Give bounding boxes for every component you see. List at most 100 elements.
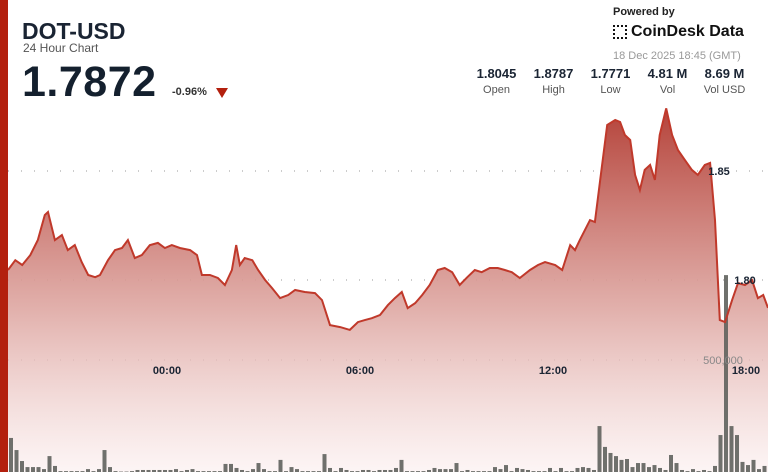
stat-low: 1.7771 Low (582, 66, 639, 96)
y-tick-label: 1.80 (734, 275, 755, 287)
volume-bar (388, 469, 393, 472)
stat-value: 1.7771 (590, 66, 631, 81)
brand-name: CoinDesk Data (631, 23, 744, 40)
volume-bar (658, 467, 662, 472)
volume-bar (328, 467, 332, 472)
volume-bar (432, 467, 437, 472)
volume-bar (20, 461, 24, 472)
volume-bar (663, 469, 668, 472)
volume-bar (740, 461, 745, 472)
coindesk-logo-icon (613, 25, 627, 39)
x-tick-label: 12:00 (539, 365, 567, 377)
volume-bar (9, 437, 13, 472)
stat-label: Vol USD (703, 84, 746, 96)
stat-value: 8.69 M (704, 66, 745, 81)
volume-bar (42, 469, 46, 472)
volume-bar (526, 469, 530, 472)
volume-bar (652, 465, 657, 472)
coindesk-data-logo: CoinDesk Data (613, 23, 744, 41)
volume-bar (25, 467, 30, 472)
volume-bar (586, 467, 591, 472)
volume-bar (614, 456, 618, 472)
volume-bar (163, 469, 167, 472)
volume-bar (493, 467, 497, 472)
volume-bar (724, 275, 728, 472)
volume-bar (185, 469, 189, 472)
volume-bar (669, 454, 673, 472)
stat-open: 1.8045 Open (468, 66, 525, 96)
volume-bar (520, 469, 525, 472)
volume-bar (630, 467, 635, 472)
volume-bar (548, 467, 552, 472)
stat-value: 1.8787 (533, 66, 574, 81)
volume-bar (713, 465, 717, 472)
x-tick-label: 18:00 (732, 365, 760, 377)
volume-bar (234, 467, 239, 472)
volume-bar (377, 469, 382, 472)
stat-label: Open (483, 84, 510, 96)
symbol-title: DOT-USD (22, 18, 126, 44)
volume-bar (108, 467, 112, 472)
volume-bar (229, 463, 233, 472)
volume-bar (438, 469, 442, 472)
volume-bar (157, 469, 162, 472)
volume-bar (636, 463, 640, 472)
volume-bar (97, 469, 101, 472)
volume-bar (278, 459, 283, 472)
volume-bar (322, 454, 327, 472)
volume-bar (344, 469, 349, 472)
volume-bar (729, 426, 734, 472)
volume-bar (603, 446, 607, 472)
volume-bar (86, 469, 90, 472)
volume-bar (146, 469, 151, 472)
stat-label: Vol (659, 84, 676, 96)
x-tick-label: 00:00 (153, 365, 181, 377)
volume-bar (647, 467, 651, 472)
volume-bar (575, 467, 580, 472)
volume-bar (339, 467, 343, 472)
volume-bar (47, 456, 52, 472)
volume-bar (498, 469, 503, 472)
volume-bar (718, 435, 723, 472)
volume-bar (36, 467, 41, 472)
volume-bar (394, 467, 398, 472)
y-tick-label: 1.85 (708, 166, 729, 178)
volume-bar (559, 467, 563, 472)
volume-bar (53, 465, 57, 472)
volume-tick-label: 500,000 (703, 355, 743, 367)
volume-bar (256, 463, 261, 472)
volume-bar (168, 469, 173, 472)
timestamp: 18 Dec 2025 18:45 (GMT) (613, 50, 741, 62)
volume-bar (427, 469, 431, 472)
volume-bar (295, 469, 299, 472)
x-tick-label: 06:00 (346, 365, 374, 377)
volume-bar (102, 450, 107, 472)
volume-bar (152, 469, 156, 472)
price-area (8, 108, 768, 472)
volume-bar (641, 463, 646, 472)
stats-row: 1.8045 Open 1.8787 High 1.7771 Low 4.81 M Vo… (468, 66, 753, 96)
volume-bar (174, 469, 178, 472)
price-line (7, 108, 768, 332)
volume-bar (31, 467, 35, 472)
volume-bar (443, 469, 448, 472)
volume-bar (361, 469, 365, 472)
volume-bar (735, 435, 739, 472)
volume-bar (289, 467, 294, 472)
volume-bar (262, 469, 266, 472)
volume-bar (504, 465, 508, 472)
volume-bar (141, 469, 145, 472)
stat-vol: 4.81 M Vol (639, 66, 696, 96)
chart-subtitle: 24 Hour Chart (23, 41, 99, 55)
volume-bar (592, 469, 596, 472)
price-change: -0.96% (172, 86, 207, 98)
volume-bar (674, 463, 679, 472)
volume-bar (366, 469, 371, 472)
current-price: 1.7872 (22, 58, 157, 106)
powered-by-label: Powered by (613, 6, 675, 18)
volume-bar (581, 467, 585, 472)
volume-bar (190, 469, 195, 472)
volume-bar (625, 459, 629, 472)
stat-label: High (542, 84, 565, 96)
stat-label: Low (600, 84, 621, 96)
